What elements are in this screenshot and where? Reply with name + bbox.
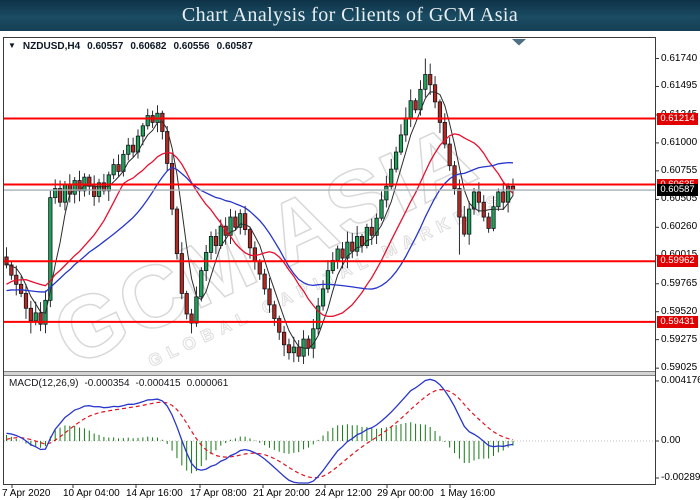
candles-group: [4, 58, 516, 364]
price-tick-label: 0.59520: [661, 305, 698, 317]
axis-ticks-group: [11, 58, 659, 488]
macd-indicator-header: MACD(12,26,9) -0.000354 -0.000415 0.0000…: [9, 378, 228, 389]
horizontal-levels-group[interactable]: [4, 117, 655, 323]
time-axis-label: 21 Apr 20:00: [253, 488, 310, 499]
time-axis-label: 1 May 16:00: [440, 488, 496, 499]
time-axis-label: 29 Apr 00:00: [377, 488, 434, 499]
price-tick-label: 0.59765: [661, 277, 698, 289]
current-price-badge: 0.60587: [657, 184, 698, 197]
page-title: Chart Analysis for Clients of GCM Asia: [181, 4, 519, 26]
price-tick-label: 0.61740: [661, 52, 698, 64]
price-tick-label: 0.60015: [661, 249, 697, 261]
price-tick-label: 0.61000: [661, 136, 698, 148]
chart-shift-marker: [512, 39, 526, 46]
price-tick-label: 0.59275: [661, 333, 698, 345]
macd-tick-label: 0.004176: [661, 374, 700, 386]
level-badge: 0.59431: [657, 315, 698, 328]
price-tick-label: 0.59025: [661, 362, 698, 374]
price-tick-label: 0.60755: [661, 164, 698, 176]
symbol-header: ▼ NZDUSD,H4 0.60557 0.60682 0.60556 0.60…: [8, 41, 253, 52]
macd-label: MACD(12,26,9): [9, 378, 79, 389]
macd-signal-value: -0.000415: [135, 378, 181, 389]
price-tick-label: 0.61495: [661, 80, 698, 92]
price-tick-label: 0.60505: [661, 193, 698, 205]
time-axis-label: 17 Apr 08:00: [190, 488, 247, 499]
macd-plot-group: [4, 378, 655, 484]
symbol-timeframe-label: NZDUSD,H4: [22, 41, 81, 52]
time-axis-label: 7 Apr 2020: [2, 488, 51, 499]
moving-averages-group: [6, 91, 514, 350]
title-bar: Chart Analysis for Clients of GCM Asia: [0, 0, 700, 31]
high-value: 0.60682: [130, 41, 167, 52]
open-value: 0.60557: [87, 41, 124, 52]
level-badge: 0.61214: [657, 112, 698, 125]
time-axis-label: 10 Apr 04:00: [63, 488, 120, 499]
macd-tick-label: 0.00: [661, 435, 681, 446]
close-value: 0.60587: [216, 41, 253, 52]
macd-main-value: -0.000354: [84, 378, 130, 389]
level-badge: 0.59962: [657, 255, 698, 268]
time-axis-label: 24 Apr 12:00: [315, 488, 372, 499]
time-axis-label: 14 Apr 16:00: [126, 488, 183, 499]
macd-hist-value: 0.000061: [186, 378, 229, 389]
chevron-down-icon[interactable]: ▼: [8, 41, 16, 50]
low-value: 0.60556: [173, 41, 210, 52]
price-tick-label: 0.60260: [661, 221, 698, 233]
chart-frame: [3, 37, 656, 485]
